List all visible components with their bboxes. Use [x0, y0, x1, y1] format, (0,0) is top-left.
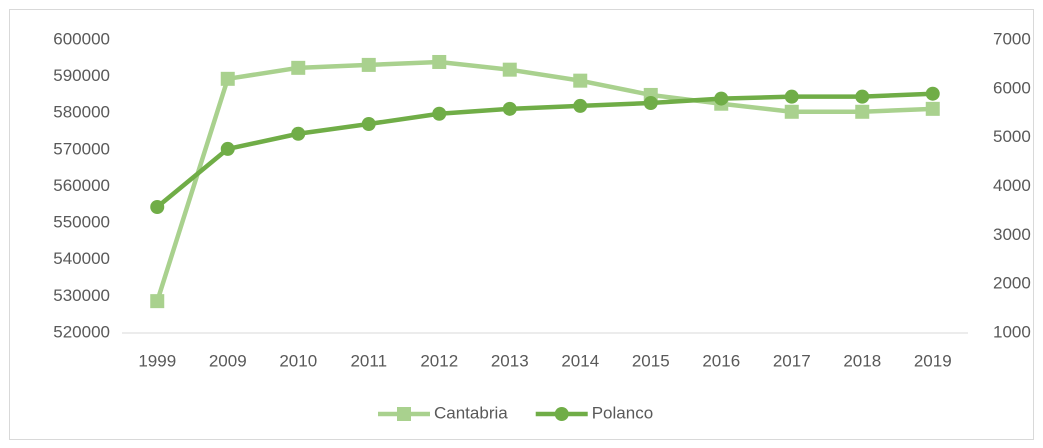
series-marker	[925, 101, 940, 116]
series-marker	[714, 91, 729, 106]
x-tick-label: 1999	[138, 351, 176, 370]
y-tick-label: 590000	[53, 66, 110, 85]
y-tick-label: 580000	[53, 103, 110, 122]
x-tick-label: 2011	[350, 351, 387, 370]
series-marker	[925, 86, 940, 101]
x-tick-label: 2009	[209, 351, 247, 370]
y2-tick-label: 1000	[993, 322, 1031, 341]
y-tick-label: 540000	[53, 249, 110, 268]
legend-label: Cantabria	[434, 403, 508, 422]
x-tick-label: 2010	[279, 351, 317, 370]
y-tick-label: 600000	[53, 29, 110, 48]
series-marker	[220, 71, 235, 86]
series-marker	[502, 62, 517, 77]
x-tick-label: 2014	[561, 351, 599, 370]
y-tick-label: 550000	[53, 213, 110, 232]
y2-tick-label: 5000	[993, 127, 1031, 146]
series-marker	[784, 89, 799, 104]
y2-tick-label: 6000	[993, 78, 1031, 97]
series-marker	[784, 104, 799, 119]
series-marker	[643, 95, 658, 110]
series-marker	[361, 57, 376, 72]
series-line	[155, 59, 933, 302]
y-tick-label: 560000	[53, 176, 110, 195]
x-tick-label: 2017	[773, 351, 811, 370]
y-tick-label: 520000	[53, 322, 110, 341]
series-marker	[150, 294, 165, 309]
x-tick-label: 2012	[420, 351, 458, 370]
series-marker	[502, 101, 517, 116]
series-marker	[291, 126, 306, 141]
x-tick-label: 2013	[491, 351, 529, 370]
x-tick-label: 2019	[914, 351, 952, 370]
series-marker	[291, 60, 306, 75]
series-marker	[573, 98, 588, 113]
y2-tick-label: 2000	[993, 274, 1031, 293]
y2-tick-label: 4000	[993, 176, 1031, 195]
series-marker	[150, 200, 165, 215]
series-line	[155, 91, 933, 209]
chart-border	[9, 9, 1034, 440]
series-marker	[855, 89, 870, 104]
y2-tick-label: 3000	[993, 225, 1031, 244]
series-marker	[855, 104, 870, 119]
legend-label: Polanco	[592, 403, 653, 422]
y-tick-label: 570000	[53, 139, 110, 158]
series-marker	[220, 141, 235, 156]
y2-tick-label: 7000	[993, 29, 1031, 48]
legend-marker	[397, 407, 411, 421]
series-marker	[432, 106, 447, 121]
x-tick-label: 2015	[632, 351, 670, 370]
series-marker	[361, 116, 376, 131]
y-tick-label: 530000	[53, 286, 110, 305]
x-tick-label: 2016	[702, 351, 740, 370]
legend-marker	[554, 407, 569, 421]
series-marker	[573, 73, 588, 88]
x-tick-label: 2018	[843, 351, 881, 370]
series-marker	[432, 54, 447, 69]
